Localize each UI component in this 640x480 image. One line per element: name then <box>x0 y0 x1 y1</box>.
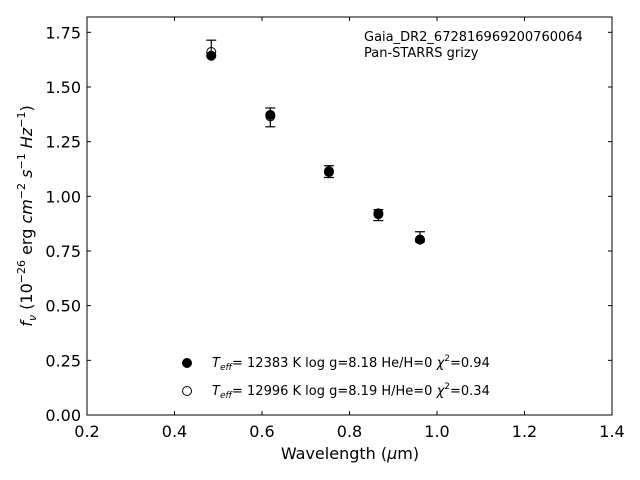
legend-filled-marker <box>182 358 192 368</box>
observed-error-bars <box>206 39 425 243</box>
x-tick-label: 1.0 <box>424 422 449 441</box>
y-tick-label: 1.25 <box>45 133 81 152</box>
x-axis-label: Wavelength (μm) <box>281 444 419 463</box>
legend: Teff= 12383 K log g=8.18 He/H=0 χ2=0.94 … <box>182 354 490 401</box>
y-tick-label: 1.50 <box>45 78 81 97</box>
model-markers <box>206 46 425 245</box>
object-name-annotation: Gaia_DR2_672816969200760064 <box>364 30 583 45</box>
y-tick-label: 0.50 <box>45 297 81 316</box>
y-tick-label: 1.75 <box>45 23 81 42</box>
y-tick-label: 0.25 <box>45 351 81 370</box>
x-tick-label: 0.8 <box>337 422 362 441</box>
y-tick-label: 0.75 <box>45 242 81 261</box>
open-model-point <box>206 46 217 57</box>
open-model-point <box>414 234 425 245</box>
x-tick-label: 1.2 <box>512 422 537 441</box>
y-tick-label: 1.00 <box>45 187 81 206</box>
filled-model-point <box>206 50 217 61</box>
legend-open-marker <box>182 386 192 396</box>
y-axis-ticks: 0.00 0.25 0.50 0.75 1.00 1.25 1.50 1.75 <box>45 23 612 425</box>
x-tick-label: 1.4 <box>599 422 624 441</box>
x-axis-ticks: 0.2 0.4 0.6 0.8 1.0 1.2 1.4 <box>74 17 625 441</box>
open-model-point <box>323 166 334 177</box>
open-model-point <box>373 209 384 220</box>
legend-entry-1: Teff= 12383 K log g=8.18 He/H=0 χ2=0.94 <box>212 354 490 373</box>
x-tick-label: 0.6 <box>249 422 274 441</box>
y-tick-label: 0.00 <box>45 406 81 425</box>
y-axis-label: fν (10−26 erg cm−2 s−1 Hz−1) <box>15 105 39 326</box>
legend-entry-2: Teff= 12996 K log g=8.19 H/He=0 χ2=0.34 <box>212 382 490 401</box>
filter-set-annotation: Pan-STARRS grizy <box>364 46 479 61</box>
x-tick-label: 0.2 <box>74 422 99 441</box>
open-model-point <box>265 111 276 122</box>
x-tick-label: 0.4 <box>162 422 187 441</box>
